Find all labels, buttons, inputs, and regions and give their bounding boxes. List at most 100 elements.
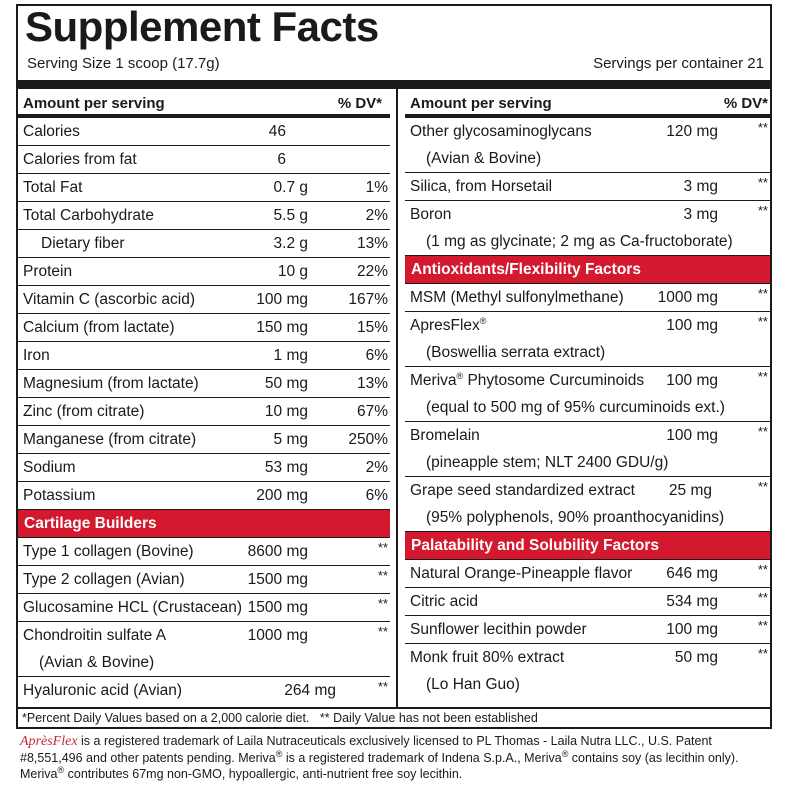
- ingredient-amount: 3 mg: [683, 206, 718, 223]
- amount-header: Amount per serving: [410, 95, 552, 112]
- ingredient-name: Natural Orange-Pineapple flavor: [410, 565, 633, 582]
- trademark-disclaimer: AprèsFlex is a registered trademark of L…: [20, 733, 760, 782]
- panel-title: Supplement Facts: [25, 3, 379, 50]
- no-dv-marker: **: [377, 624, 388, 639]
- brand-part-a: Après: [20, 734, 53, 749]
- registered-mark: ®: [561, 748, 569, 759]
- supplement-facts-panel: Supplement Facts Serving Size 1 scoop (1…: [16, 3, 772, 729]
- no-dv-marker: **: [377, 596, 388, 611]
- ingredient-amount: 1000 mg: [657, 289, 718, 306]
- ingredient-name-tail: Phytosome Curcuminoids: [463, 372, 645, 389]
- no-dv-marker: **: [757, 369, 768, 384]
- ingredient-source: (1 mg as glycinate; 2 mg as Ca-fructobor…: [426, 233, 733, 250]
- ingredient-name: Boron: [410, 206, 452, 223]
- ingredient-row: Bromelain (pineapple stem; NLT 2400 GDU/…: [405, 422, 770, 477]
- nutrient-dv: 22%: [356, 263, 388, 280]
- no-dv-marker: **: [757, 618, 768, 633]
- serving-size: Serving Size 1 scoop (17.7g): [27, 55, 220, 72]
- ingredient-row: Chondroitin sulfate A (Avian & Bovine) 1…: [18, 622, 390, 677]
- ingredient-source: (equal to 500 mg of 95% curcuminoids ext…: [426, 399, 725, 416]
- dv-header: % DV*: [337, 95, 382, 112]
- nutrient-amount: 150 mg: [256, 319, 308, 336]
- ingredient-amount: 534 mg: [666, 593, 718, 610]
- nutrient-dv: 15%: [356, 319, 388, 336]
- nutrient-dv: 13%: [356, 235, 388, 252]
- ingredient-amount: 8600 mg: [247, 543, 308, 560]
- disclaimer-text-4: contributes 67mg non-GMO, hypoallergic, …: [64, 767, 463, 781]
- nutrient-amount: 1 mg: [273, 347, 308, 364]
- nutrient-name: Magnesium (from lactate): [23, 375, 199, 392]
- ingredient-amount: 3 mg: [683, 178, 718, 195]
- ingredient-name: MSM (Methyl sulfonylmethane): [410, 289, 624, 306]
- section-heading-cartilage: Cartilage Builders: [18, 510, 390, 538]
- nutrient-row: Vitamin C (ascorbic acid) 100 mg 167%: [18, 286, 390, 314]
- ingredient-name: Meriva: [410, 372, 457, 389]
- nutrient-amount: 10 g: [277, 263, 308, 280]
- registered-mark: ®: [275, 748, 283, 759]
- nutrient-name: Dietary fiber: [41, 235, 125, 252]
- ingredient-name: Sunflower lecithin powder: [410, 621, 587, 638]
- nutrient-row: Total Carbohydrate 5.5 g 2%: [18, 202, 390, 230]
- ingredient-source: (Boswellia serrata extract): [426, 344, 606, 361]
- left-column: Amount per serving % DV* Calories 46 Cal…: [18, 89, 390, 705]
- ingredient-row: Monk fruit 80% extract (Lo Han Guo) 50 m…: [405, 644, 770, 699]
- ingredient-amount: 100 mg: [666, 427, 718, 444]
- nutrient-name: Total Fat: [23, 179, 83, 196]
- no-dv-marker: **: [757, 286, 768, 301]
- nutrient-dv: 2%: [365, 459, 388, 476]
- nutrient-dv: 2%: [365, 207, 388, 224]
- no-dv-marker: **: [757, 203, 768, 218]
- nutrient-row: Protein 10 g 22%: [18, 258, 390, 286]
- apresflex-logo: AprèsFlex: [20, 734, 78, 749]
- ingredient-source: (95% polyphenols, 90% proanthocyanidins): [426, 509, 725, 526]
- nutrient-amount: 100 mg: [256, 291, 308, 308]
- ingredient-name: Type 2 collagen (Avian): [23, 571, 185, 588]
- nutrient-amount: 6: [277, 151, 286, 168]
- ingredient-amount: 100 mg: [666, 317, 718, 334]
- no-dv-marker: **: [757, 424, 768, 439]
- ingredient-name: Citric acid: [410, 593, 479, 610]
- nutrient-amount: 5 mg: [273, 431, 308, 448]
- nutrient-amount: 46: [268, 123, 286, 140]
- nutrient-amount: 5.5 g: [273, 207, 308, 224]
- nutrient-dv: 250%: [348, 431, 388, 448]
- nutrient-amount: 0.7 g: [273, 179, 308, 196]
- nutrient-dv: 67%: [356, 403, 388, 420]
- right-column: Amount per serving % DV* Other glycosami…: [405, 89, 770, 699]
- no-dv-marker: **: [757, 562, 768, 577]
- dv-header: % DV*: [723, 95, 768, 112]
- ingredient-row: Type 1 collagen (Bovine) 8600 mg **: [18, 538, 390, 566]
- nutrient-amount: 53 mg: [264, 459, 308, 476]
- nutrient-row: Manganese (from citrate) 5 mg 250%: [18, 426, 390, 454]
- nutrient-row: Calories from fat 6: [18, 146, 390, 174]
- ingredient-name: Hyaluronic acid (Avian): [23, 682, 183, 699]
- no-dv-marker: **: [757, 314, 768, 329]
- section-heading-palatability: Palatability and Solubility Factors: [405, 532, 770, 560]
- ingredient-source: (Avian & Bovine): [39, 654, 155, 671]
- ingredient-row: Citric acid 534 mg **: [405, 588, 770, 616]
- amount-header: Amount per serving: [23, 95, 165, 112]
- nutrient-dv: 1%: [365, 179, 388, 196]
- nutrient-row: Sodium 53 mg 2%: [18, 454, 390, 482]
- ingredient-amount: 100 mg: [666, 372, 718, 389]
- disclaimer-text-2: is a registered trademark of Indena S.p.…: [282, 751, 562, 765]
- nutrient-name: Vitamin C (ascorbic acid): [23, 291, 195, 308]
- nutrient-row: Magnesium (from lactate) 50 mg 13%: [18, 370, 390, 398]
- nutrient-dv: 167%: [348, 291, 388, 308]
- ingredient-row: Boron (1 mg as glycinate; 2 mg as Ca-fru…: [405, 201, 770, 256]
- thick-divider: [18, 80, 770, 89]
- nutrient-name: Calcium (from lactate): [23, 319, 175, 336]
- ingredient-amount: 264 mg: [284, 682, 336, 699]
- nutrient-name: Manganese (from citrate): [23, 431, 197, 448]
- ingredient-amount: 120 mg: [666, 123, 718, 140]
- nutrient-amount: 3.2 g: [273, 235, 308, 252]
- ingredient-name: Type 1 collagen (Bovine): [23, 543, 194, 560]
- nutrient-row: Zinc (from citrate) 10 mg 67%: [18, 398, 390, 426]
- no-dv-marker: **: [757, 479, 768, 494]
- ingredient-name: Grape seed standardized extract: [410, 482, 635, 499]
- nutrient-amount: 200 mg: [256, 487, 308, 504]
- ingredient-amount: 646 mg: [666, 565, 718, 582]
- ingredient-row: Type 2 collagen (Avian) 1500 mg **: [18, 566, 390, 594]
- nutrient-dv: 13%: [356, 375, 388, 392]
- section-heading-antioxidants: Antioxidants/Flexibility Factors: [405, 256, 770, 284]
